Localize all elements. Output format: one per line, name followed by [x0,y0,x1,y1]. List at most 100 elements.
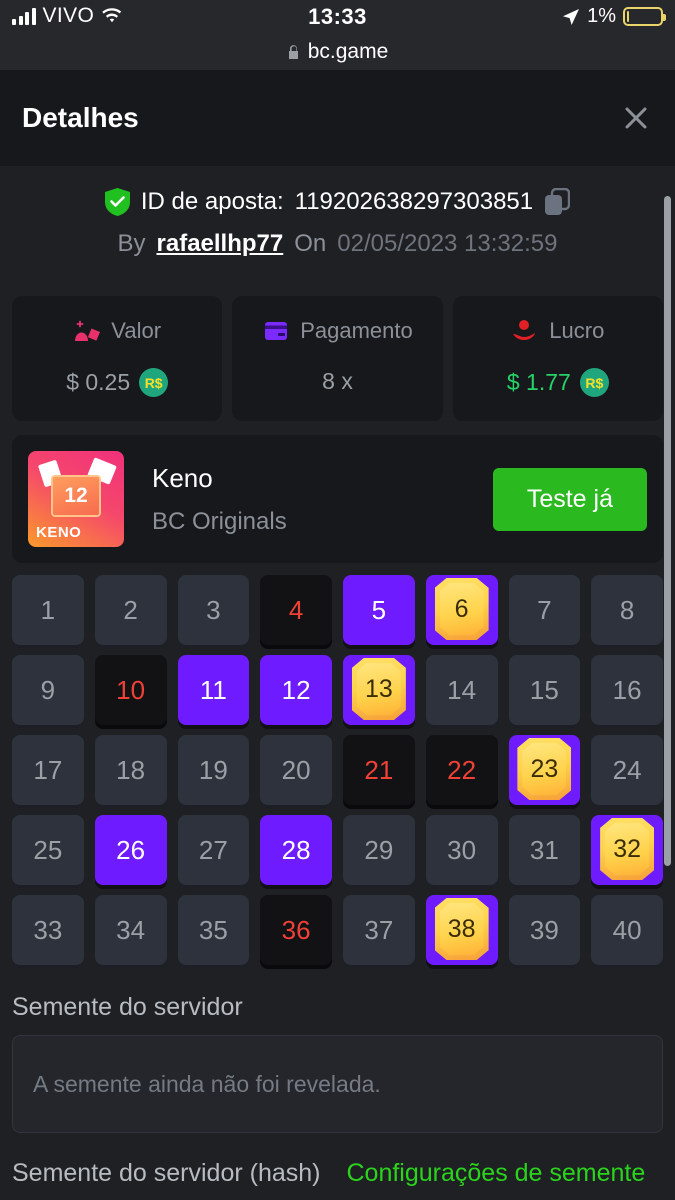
keno-cell-32[interactable]: 32 [591,815,663,885]
keno-cell-22[interactable]: 22 [425,735,498,805]
bet-id-label: ID de aposta: [140,188,284,215]
location-arrow-icon [563,8,580,25]
stat-value: $ 1.77 [506,369,571,395]
signal-bars-icon [12,7,36,25]
keno-cell-37[interactable]: 37 [343,895,415,965]
keno-cell-15[interactable]: 15 [508,655,581,725]
keno-cell-23[interactable]: 23 [508,735,581,805]
stat-label: Lucro [549,318,605,343]
stat-label: Pagamento [300,318,413,343]
modal-header: Detalhes [0,70,675,166]
copy-icon[interactable] [544,188,571,216]
server-seed-placeholder: A semente ainda não foi revelada. [33,1070,381,1097]
keno-number: 39 [529,914,559,945]
keno-cell-12[interactable]: 12 [260,655,332,725]
battery-low-icon [623,7,666,26]
try-now-button[interactable]: Teste já [492,467,647,531]
keno-cell-34[interactable]: 34 [94,895,167,965]
keno-cell-30[interactable]: 30 [425,815,498,885]
keno-cell-7[interactable]: 7 [508,575,581,645]
username-link[interactable]: rafaellhp77 [156,230,284,257]
keno-cell-4[interactable]: 4 [260,575,332,645]
url-text: bc.game [307,40,389,63]
stat-label: Valor [111,318,162,343]
game-card[interactable]: 12 KENO Keno BC Originals Teste já [12,435,663,563]
keno-cell-17[interactable]: 17 [12,735,84,805]
server-seed-input[interactable]: A semente ainda não foi revelada. [12,1035,663,1133]
seed-settings-link[interactable]: Configurações de semente [346,1159,646,1187]
status-bar-row: VIVO 13:33 1% [0,0,675,36]
chips-sparkle-icon [75,320,101,341]
keno-cell-6[interactable]: 6 [425,575,498,645]
keno-cell-13[interactable]: 13 [343,655,415,725]
keno-cell-24[interactable]: 24 [591,735,663,805]
keno-cell-28[interactable]: 28 [260,815,332,885]
stat-card-pagamento: Pagamento 8 x [232,296,443,421]
keno-cell-19[interactable]: 19 [177,735,250,805]
keno-cell-31[interactable]: 31 [508,815,581,885]
keno-cell-18[interactable]: 18 [94,735,167,805]
keno-number: 36 [281,914,311,945]
keno-number: 5 [371,594,387,625]
keno-number: 24 [612,754,642,785]
bet-id-value: 119202638297303851 [294,188,534,215]
byline: By rafaellhp77 On 02/05/2023 13:32:59 [12,230,663,258]
scrollbar[interactable] [664,196,671,866]
url-bar[interactable]: bc.game [0,36,675,68]
on-label: On [294,230,327,257]
keno-number: 28 [281,834,311,865]
keno-cell-20[interactable]: 20 [260,735,332,805]
keno-cell-2[interactable]: 2 [94,575,167,645]
keno-cell-25[interactable]: 25 [12,815,84,885]
stats-row: Valor $ 0.25 R$ Pagamento 8 x [12,296,663,421]
keno-number: 25 [33,834,63,865]
keno-cell-5[interactable]: 5 [343,575,415,645]
keno-number: 22 [447,754,477,785]
keno-number: 33 [33,914,63,945]
stat-value-row: $ 0.25 R$ [12,368,222,397]
keno-cell-26[interactable]: 26 [94,815,167,885]
keno-cell-8[interactable]: 8 [591,575,663,645]
stat-header: Valor [12,318,222,344]
keno-cell-21[interactable]: 21 [343,735,415,805]
server-seed-label: Semente do servidor [12,993,243,1021]
keno-cell-35[interactable]: 35 [177,895,250,965]
keno-number: 16 [612,674,642,705]
keno-number: 10 [116,674,146,705]
currency-badge: R$ [579,368,609,397]
keno-cell-11[interactable]: 11 [177,655,250,725]
keno-cell-1[interactable]: 1 [12,575,84,645]
stat-header: Pagamento [232,318,442,344]
carrier-label: VIVO [42,4,95,27]
keno-cell-16[interactable]: 16 [591,655,663,725]
keno-cell-38[interactable]: 38 [425,895,498,965]
keno-cell-3[interactable]: 3 [177,575,250,645]
keno-cell-39[interactable]: 39 [508,895,581,965]
keno-number: 30 [447,834,477,865]
close-icon[interactable] [619,101,653,135]
game-provider: BC Originals [152,507,287,535]
keno-cell-10[interactable]: 10 [94,655,167,725]
keno-cell-40[interactable]: 40 [591,895,663,965]
lock-icon [288,45,298,59]
keno-cell-14[interactable]: 14 [425,655,498,725]
keno-number: 4 [288,594,304,625]
keno-grid: 1 2 3 4 5 6 7 8 9 10 11 12 13 14 15 16 17 18 19 20 21 22 23 24 2… [12,575,663,965]
game-thumbnail: 12 KENO [28,451,124,547]
keno-number: 20 [281,754,311,785]
keno-cell-36[interactable]: 36 [260,895,332,965]
gem-icon: 13 [351,658,406,720]
stat-card-valor: Valor $ 0.25 R$ [12,296,223,421]
credit-card-icon [265,322,288,340]
keno-cell-33[interactable]: 33 [12,895,84,965]
keno-cell-9[interactable]: 9 [12,655,84,725]
keno-number: 35 [198,914,228,945]
keno-number: 12 [281,674,311,705]
keno-cell-27[interactable]: 27 [177,815,250,885]
keno-cell-29[interactable]: 29 [343,815,415,885]
stat-value-row: 8 x [232,368,442,395]
bet-id-row: ID de aposta: 119202638297303851 [12,166,663,216]
keno-number: 11 [199,674,227,705]
by-label: By [117,230,146,257]
